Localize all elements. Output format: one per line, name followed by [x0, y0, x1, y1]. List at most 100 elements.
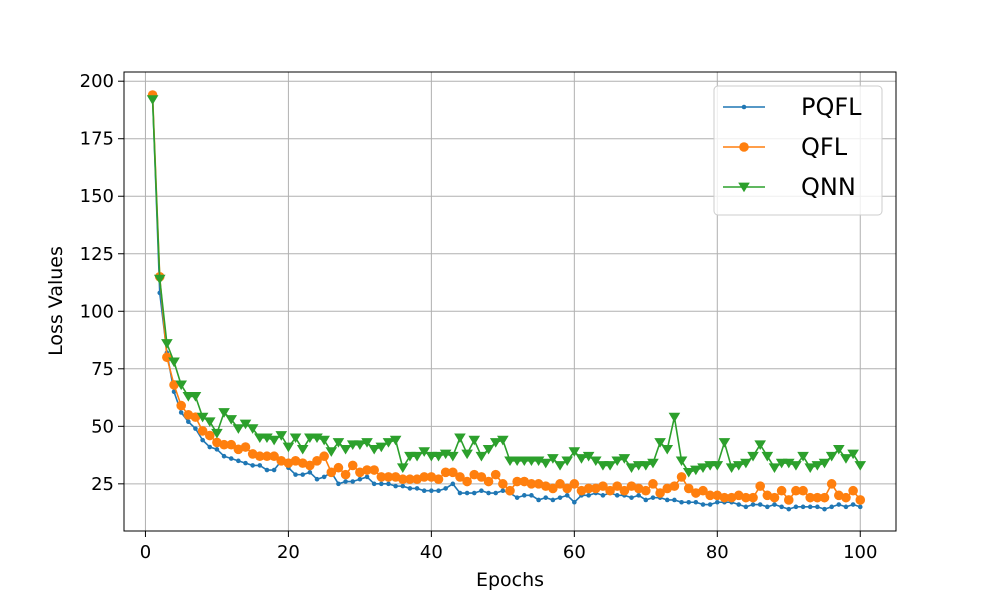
y-tick-label: 175 — [80, 129, 114, 150]
data-point — [514, 495, 520, 500]
data-point — [629, 495, 634, 500]
legend-label: PQFL — [801, 93, 862, 121]
data-point — [457, 490, 463, 496]
y-tick-label: 150 — [80, 186, 114, 207]
data-point — [614, 493, 620, 498]
data-point — [804, 463, 817, 473]
data-point — [468, 435, 481, 446]
legend-marker — [739, 142, 749, 152]
data-point — [664, 497, 670, 503]
data-point — [797, 451, 809, 462]
data-point — [368, 444, 380, 455]
data-point — [382, 438, 395, 448]
data-point — [669, 481, 680, 491]
data-point — [289, 433, 302, 444]
data-point — [572, 499, 577, 505]
data-point — [221, 453, 227, 459]
legend-item: QFL — [723, 133, 848, 161]
legend: PQFL QFL QNN — [713, 85, 883, 216]
data-point — [698, 485, 708, 496]
data-point — [190, 412, 201, 422]
data-point — [714, 499, 720, 505]
data-point — [193, 426, 198, 431]
data-point — [736, 502, 742, 507]
data-point — [464, 490, 470, 496]
series-qfl — [147, 90, 866, 505]
data-point — [407, 486, 413, 491]
data-point — [550, 497, 556, 503]
data-point — [836, 502, 842, 507]
data-point — [618, 454, 631, 464]
data-point — [197, 426, 208, 436]
data-point — [369, 465, 379, 475]
data-point — [582, 451, 595, 462]
x-tick-label: 100 — [843, 542, 877, 563]
data-point — [847, 449, 859, 460]
data-point — [475, 451, 488, 462]
data-point — [176, 400, 186, 411]
data-point — [497, 435, 509, 446]
data-point — [169, 380, 179, 390]
data-point — [725, 463, 738, 473]
data-point — [654, 438, 666, 448]
data-point — [257, 463, 263, 468]
data-point — [168, 357, 180, 368]
data-point — [848, 485, 858, 496]
data-point — [611, 456, 624, 467]
data-point — [647, 458, 659, 469]
data-point — [476, 472, 487, 482]
data-point — [619, 485, 630, 496]
data-point — [383, 472, 394, 482]
data-point — [707, 502, 713, 507]
data-point — [675, 456, 688, 467]
data-point — [440, 467, 451, 478]
data-point — [250, 463, 255, 468]
y-axis-label: Loss Values — [45, 246, 67, 356]
data-point — [214, 447, 220, 452]
data-point — [219, 439, 229, 450]
data-point — [490, 469, 501, 480]
data-point — [700, 502, 706, 507]
data-point — [326, 467, 337, 478]
data-point — [772, 502, 777, 507]
data-point — [548, 483, 558, 494]
legend-box — [713, 85, 883, 216]
data-point — [307, 470, 313, 475]
data-point — [343, 479, 348, 484]
data-point — [779, 504, 784, 510]
data-point — [325, 447, 338, 457]
data-point — [471, 490, 477, 496]
data-point — [282, 442, 295, 453]
data-point — [186, 419, 191, 425]
y-tick-label: 200 — [80, 71, 114, 92]
data-point — [655, 488, 665, 498]
data-point — [568, 447, 581, 457]
data-point — [389, 435, 402, 446]
data-point — [500, 488, 506, 494]
data-point — [400, 483, 406, 489]
data-point — [211, 428, 223, 439]
data-point — [397, 474, 408, 485]
data-point — [271, 467, 277, 473]
data-point — [557, 495, 563, 500]
data-point — [489, 438, 502, 448]
data-point — [296, 444, 309, 455]
x-axis-label: Epochs — [476, 569, 544, 591]
legend-marker — [741, 104, 747, 110]
data-point — [318, 435, 330, 446]
data-point — [255, 451, 265, 462]
data-point — [450, 481, 456, 487]
data-point — [225, 415, 238, 425]
data-point — [640, 461, 652, 471]
data-point — [679, 499, 684, 505]
data-point — [562, 483, 572, 494]
x-tick-label: 40 — [420, 542, 443, 563]
data-point — [354, 440, 366, 450]
data-point — [432, 451, 445, 462]
data-point — [443, 486, 448, 491]
data-point — [686, 499, 692, 505]
data-point — [529, 493, 534, 498]
data-point — [769, 492, 780, 503]
data-point — [204, 430, 215, 441]
data-point — [586, 493, 591, 498]
